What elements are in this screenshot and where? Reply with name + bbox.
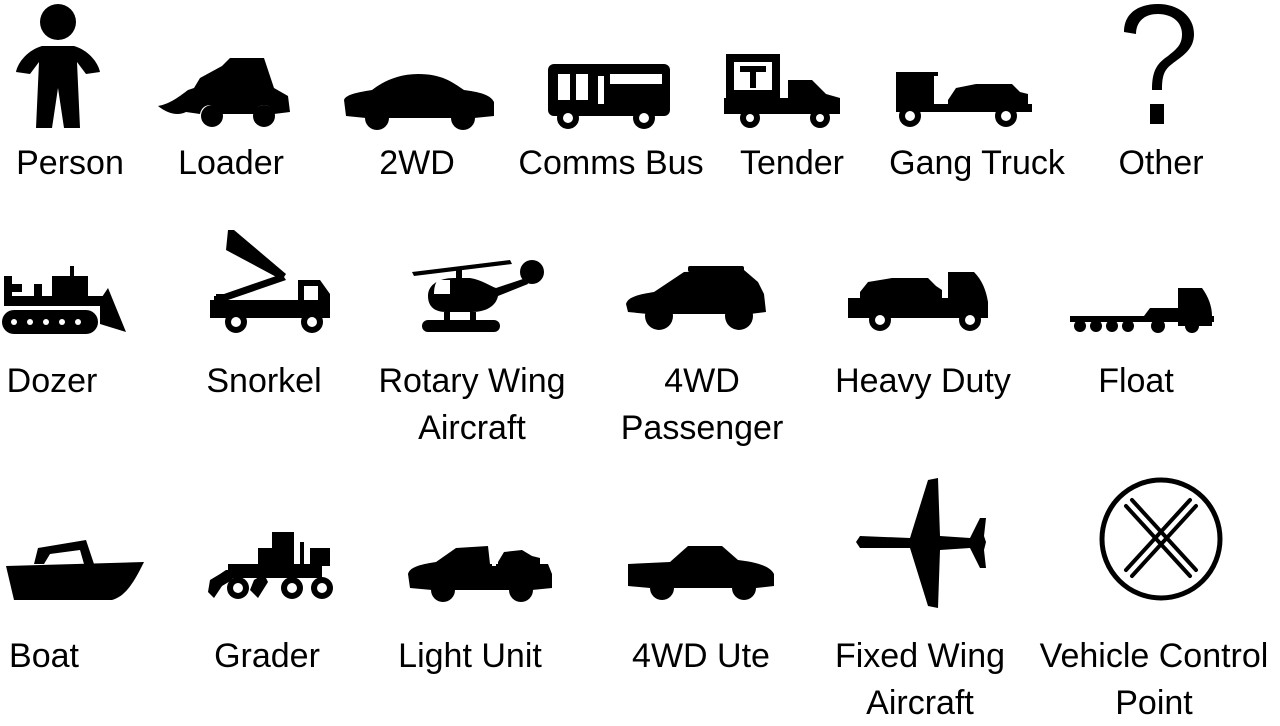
gang-truck-icon: [896, 72, 1032, 127]
question-mark-icon: [1124, 4, 1194, 124]
grader-icon: [208, 532, 333, 599]
vehicle-control-point-icon: [1099, 477, 1223, 601]
light-unit-icon: [408, 546, 552, 602]
comms-bus-icon: [548, 64, 670, 129]
2wd-car-icon: [344, 74, 494, 130]
label-4wd-passenger-1: 4WD: [664, 362, 740, 400]
heavy-duty-truck-icon: [848, 272, 988, 331]
label-vcp-1: Vehicle Control: [1039, 637, 1269, 675]
label-other: Other: [1118, 144, 1204, 182]
label-float: Float: [1098, 362, 1174, 400]
label-light-unit: Light Unit: [398, 637, 542, 675]
label-vcp-2: Point: [1115, 684, 1193, 722]
airplane-icon: [856, 478, 986, 608]
label-tender: Tender: [740, 144, 844, 182]
label-fixed-wing-1: Fixed Wing: [834, 637, 1006, 675]
loader-icon: [158, 58, 290, 127]
label-fixed-wing-2: Aircraft: [866, 684, 974, 722]
float-trailer-icon: [1070, 288, 1214, 333]
label-person: Person: [16, 144, 124, 182]
label-heavy-duty: Heavy Duty: [835, 362, 1011, 400]
tender-truck-icon: [724, 54, 840, 128]
person-icon: [16, 4, 100, 128]
label-comms-bus: Comms Bus: [518, 144, 704, 182]
boat-icon: [6, 540, 144, 600]
label-rotary-wing-1: Rotary Wing: [378, 362, 566, 400]
label-snorkel: Snorkel: [206, 362, 322, 400]
label-loader: Loader: [178, 144, 284, 182]
label-grader: Grader: [214, 637, 320, 675]
label-4wd-ute: 4WD Ute: [632, 637, 770, 675]
label-rotary-wing-2: Aircraft: [418, 409, 526, 447]
label-2wd: 2WD: [379, 144, 455, 182]
helicopter-icon: [412, 260, 544, 332]
4wd-ute-icon: [628, 546, 774, 600]
label-4wd-passenger-2: Passenger: [620, 409, 784, 447]
dozer-icon: [2, 266, 126, 334]
label-dozer: Dozer: [6, 362, 98, 400]
4wd-suv-icon: [626, 266, 766, 330]
label-boat: Boat: [9, 637, 79, 675]
snorkel-truck-icon: [210, 230, 330, 333]
label-gang-truck: Gang Truck: [889, 144, 1065, 182]
